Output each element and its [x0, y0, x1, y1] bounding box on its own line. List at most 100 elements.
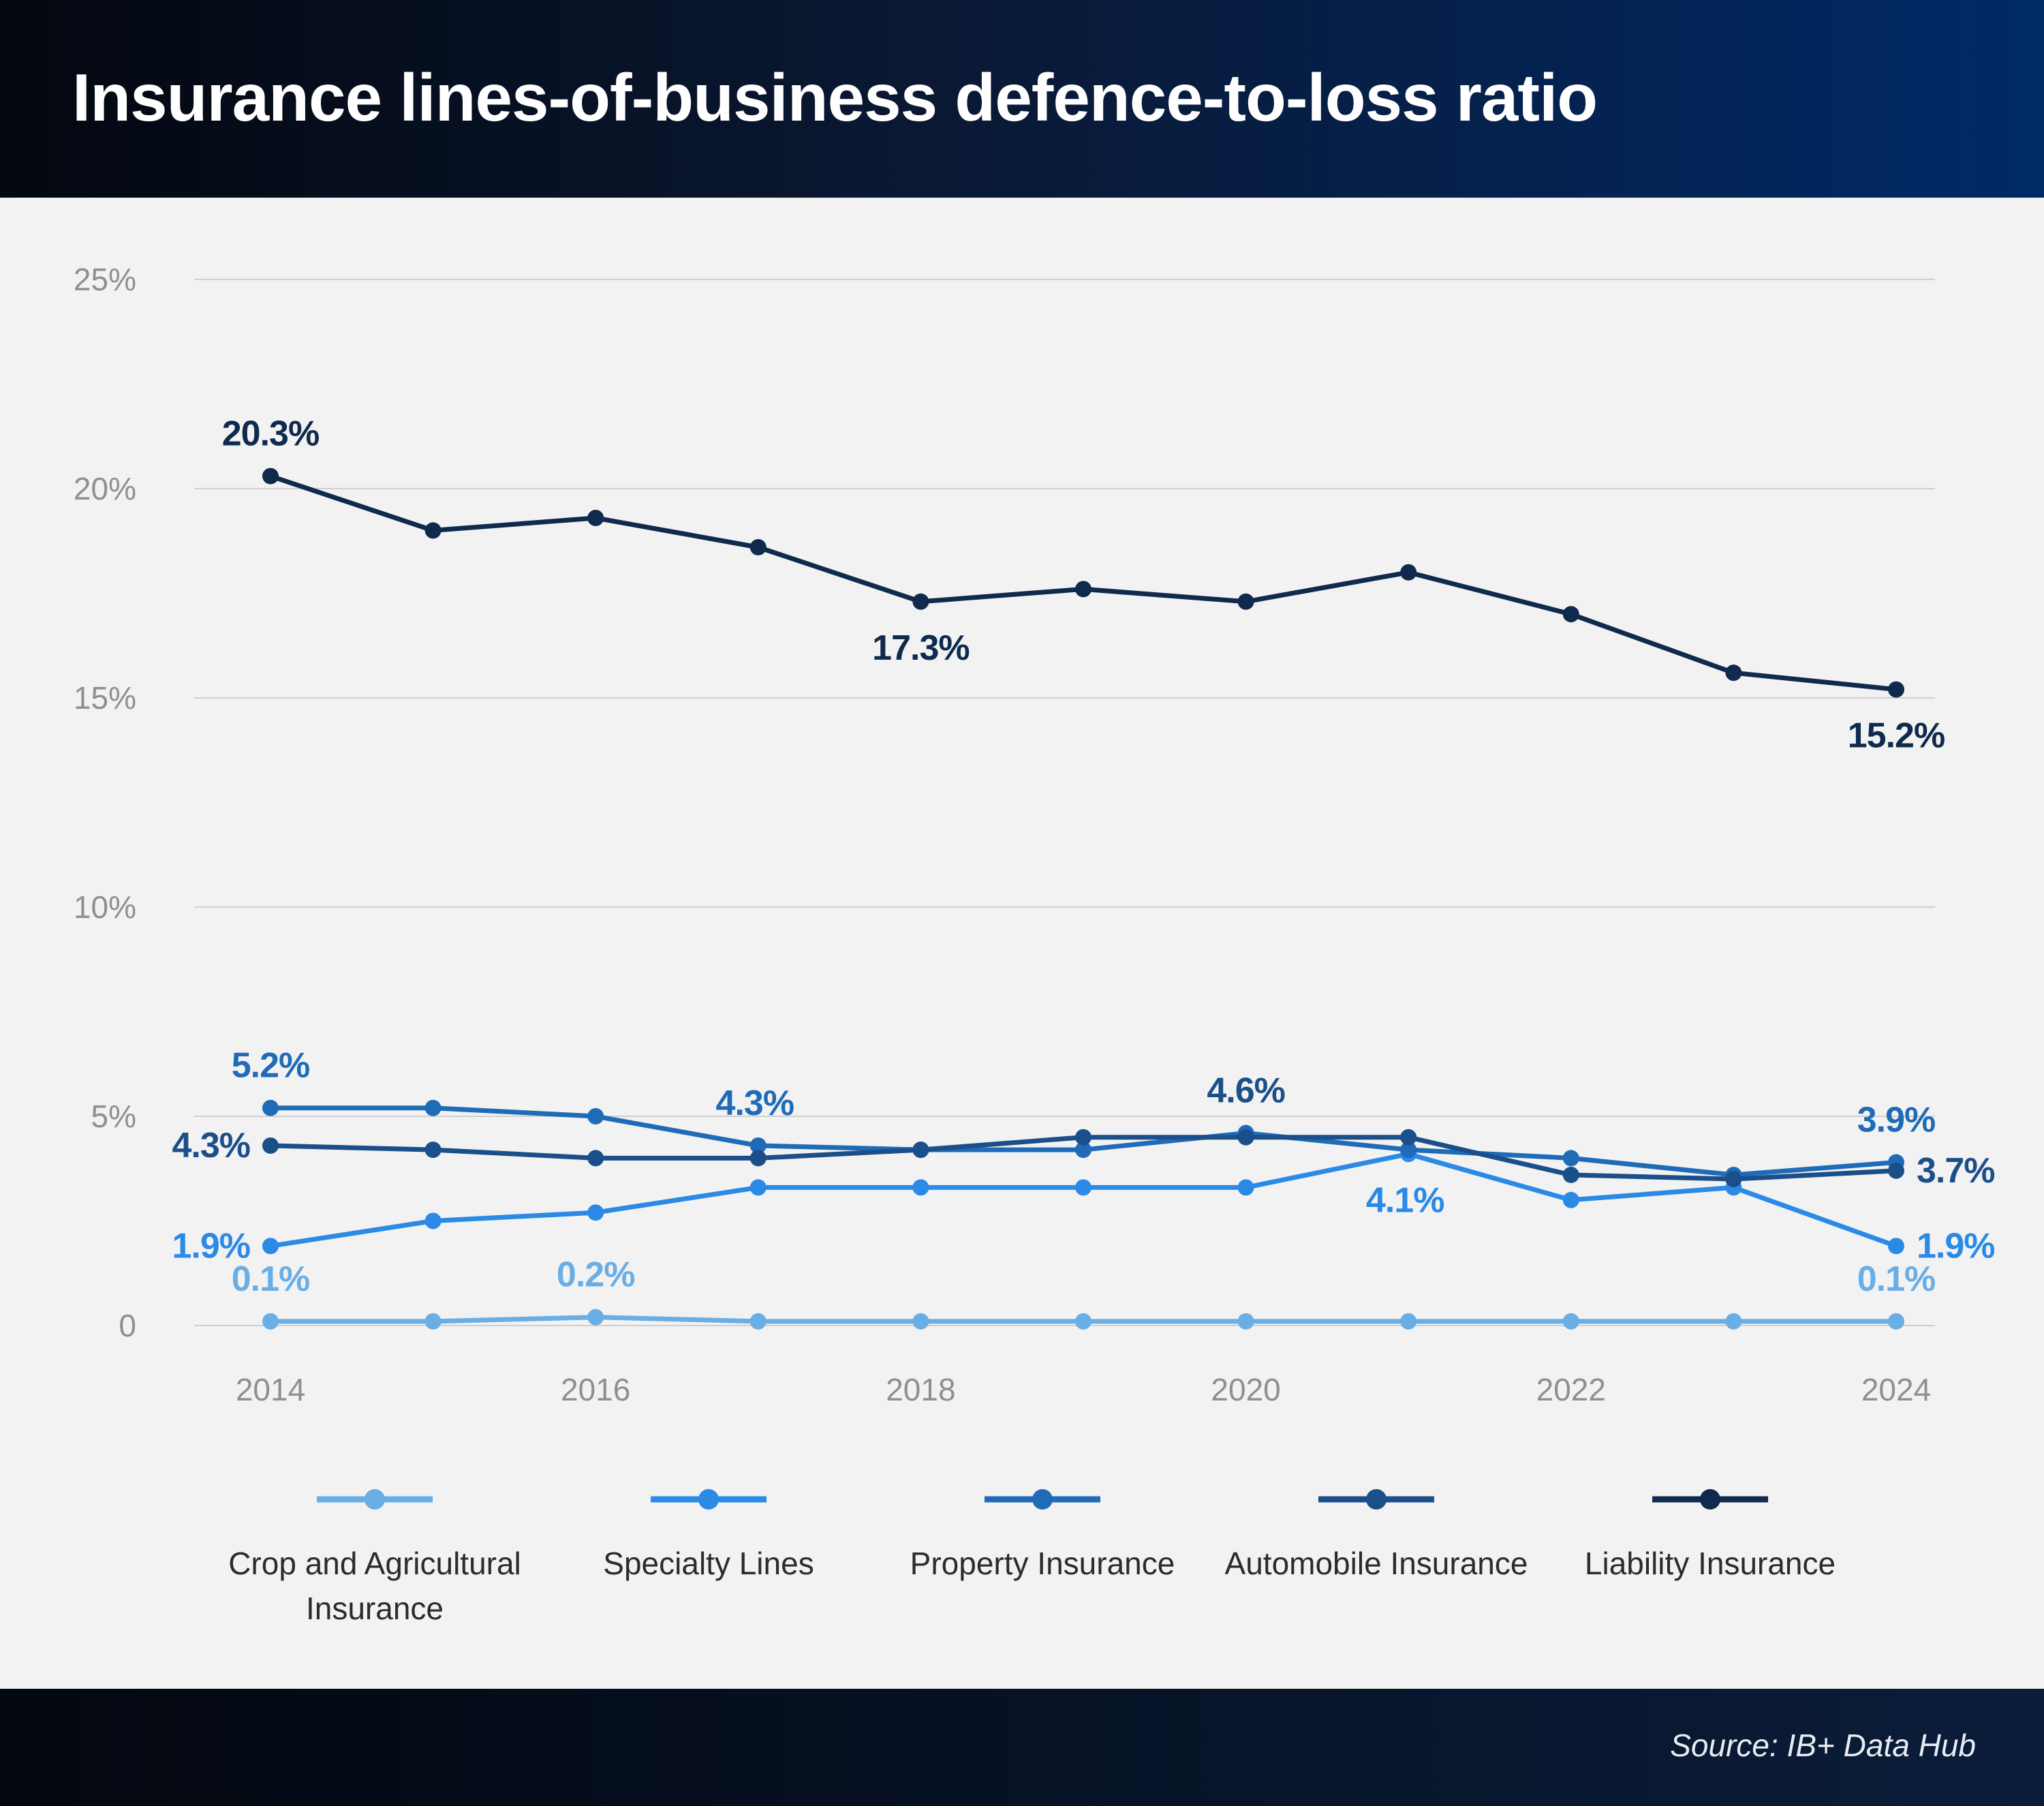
legend-label: Property Insurance: [910, 1546, 1175, 1581]
data-point: [1562, 1313, 1579, 1330]
data-label: 5.2%: [232, 1046, 310, 1086]
data-label: 3.9%: [1857, 1101, 1936, 1140]
data-label: 17.3%: [872, 628, 969, 668]
x-tick-label: 2018: [886, 1372, 955, 1407]
series-automobile-insurance: [262, 1129, 1904, 1188]
data-point: [1400, 564, 1417, 581]
y-tick-label: 10%: [74, 889, 136, 925]
data-label: 4.3%: [172, 1126, 250, 1165]
y-tick-label: 25%: [74, 262, 136, 297]
data-point: [1400, 1129, 1417, 1146]
series-crop-and-agricultural-insurance: [262, 1308, 1904, 1330]
data-point: [424, 1142, 442, 1159]
data-point: [424, 1099, 442, 1116]
data-label: 4.3%: [716, 1084, 794, 1123]
data-point: [587, 1150, 604, 1167]
data-point: [262, 1137, 279, 1154]
header-banner: Insurance lines-of-business defence-to-l…: [0, 0, 2044, 198]
data-point: [749, 1313, 766, 1330]
data-label: 0.1%: [1857, 1259, 1936, 1299]
data-point: [1562, 1191, 1579, 1208]
legend-item: Liability Insurance: [1585, 1489, 1836, 1581]
legend-marker: [698, 1489, 719, 1510]
legend-label: Insurance: [306, 1591, 444, 1626]
data-point: [587, 509, 604, 526]
data-label: 1.9%: [1917, 1226, 1995, 1266]
legend-marker: [1032, 1489, 1053, 1510]
legend: Crop and Agricultural Insurance Specialty …: [228, 1489, 1836, 1626]
data-point: [749, 1179, 766, 1196]
data-point: [912, 1142, 929, 1159]
legend-marker: [1366, 1489, 1387, 1510]
data-point: [262, 1238, 279, 1255]
data-label: 4.6%: [1207, 1071, 1285, 1111]
data-label: 0.2%: [557, 1255, 635, 1295]
data-point: [1888, 1162, 1904, 1179]
data-point: [1237, 593, 1254, 610]
x-axis: 2014 2016 2018 2020 2022 2024: [236, 1372, 1931, 1407]
legend-item: Crop and Agricultural Insurance: [228, 1489, 521, 1626]
data-point: [1075, 1313, 1091, 1330]
data-point: [262, 468, 279, 485]
x-tick-label: 2024: [1861, 1372, 1931, 1407]
data-point: [1562, 606, 1579, 623]
data-label: 20.3%: [222, 414, 319, 454]
x-tick-label: 2022: [1536, 1372, 1606, 1407]
data-point: [1237, 1129, 1254, 1146]
data-point: [1400, 1142, 1417, 1159]
data-point: [424, 1313, 442, 1330]
y-tick-label: 20%: [74, 471, 136, 506]
data-point: [1075, 1142, 1091, 1159]
data-point: [424, 522, 442, 539]
legend-item: Automobile Insurance: [1225, 1489, 1528, 1581]
data-point: [587, 1108, 604, 1124]
data-point: [587, 1204, 604, 1221]
legend-label: Specialty Lines: [603, 1546, 814, 1581]
data-point: [1888, 681, 1904, 698]
legend-label: Automobile Insurance: [1225, 1546, 1528, 1581]
legend-marker: [365, 1489, 385, 1510]
y-tick-label: 5%: [91, 1099, 136, 1134]
x-tick-label: 2016: [561, 1372, 630, 1407]
y-tick-label: 0: [119, 1308, 136, 1343]
data-point: [1725, 664, 1742, 682]
data-point: [262, 1313, 279, 1330]
legend-label: Crop and Agricultural: [228, 1546, 521, 1581]
data-point: [912, 1313, 929, 1330]
data-point: [1888, 1238, 1904, 1255]
line-chart: 0 5% 10% 15% 20% 25% 2014 2016 2018 2020 2022 2024 0…: [74, 262, 1996, 1626]
data-label: 4.1%: [1366, 1180, 1444, 1220]
data-point: [912, 1179, 929, 1196]
data-point: [1888, 1313, 1904, 1330]
data-label: 3.7%: [1917, 1151, 1995, 1191]
legend-marker: [1700, 1489, 1720, 1510]
y-gridlines: 0 5% 10% 15% 20% 25%: [74, 262, 1935, 1343]
data-point: [1400, 1313, 1417, 1330]
data-point: [1237, 1313, 1254, 1330]
data-point: [1725, 1313, 1742, 1330]
data-label: 0.1%: [232, 1259, 310, 1299]
source-note: Source: IB+ Data Hub: [1670, 1728, 1976, 1763]
series-property-insurance: [262, 1099, 1904, 1183]
series-specialty-lines: [262, 1146, 1904, 1255]
y-tick-label: 15%: [74, 680, 136, 716]
data-point: [749, 1137, 766, 1154]
data-point: [262, 1099, 279, 1116]
data-point: [1725, 1171, 1742, 1188]
series-liability-insurance: [262, 468, 1904, 698]
x-tick-label: 2014: [236, 1372, 305, 1407]
data-point: [1075, 1129, 1091, 1146]
data-point: [587, 1308, 604, 1326]
data-point: [1562, 1166, 1579, 1183]
data-point: [1562, 1150, 1579, 1167]
data-point: [749, 1150, 766, 1167]
data-label: 15.2%: [1848, 716, 1945, 756]
legend-item: Property Insurance: [910, 1489, 1175, 1581]
data-point: [1237, 1179, 1254, 1196]
data-point: [749, 538, 766, 555]
legend-item: Specialty Lines: [603, 1489, 814, 1581]
data-point: [1075, 581, 1091, 598]
data-point: [912, 593, 929, 610]
data-point: [1075, 1179, 1091, 1196]
data-point: [424, 1212, 442, 1229]
